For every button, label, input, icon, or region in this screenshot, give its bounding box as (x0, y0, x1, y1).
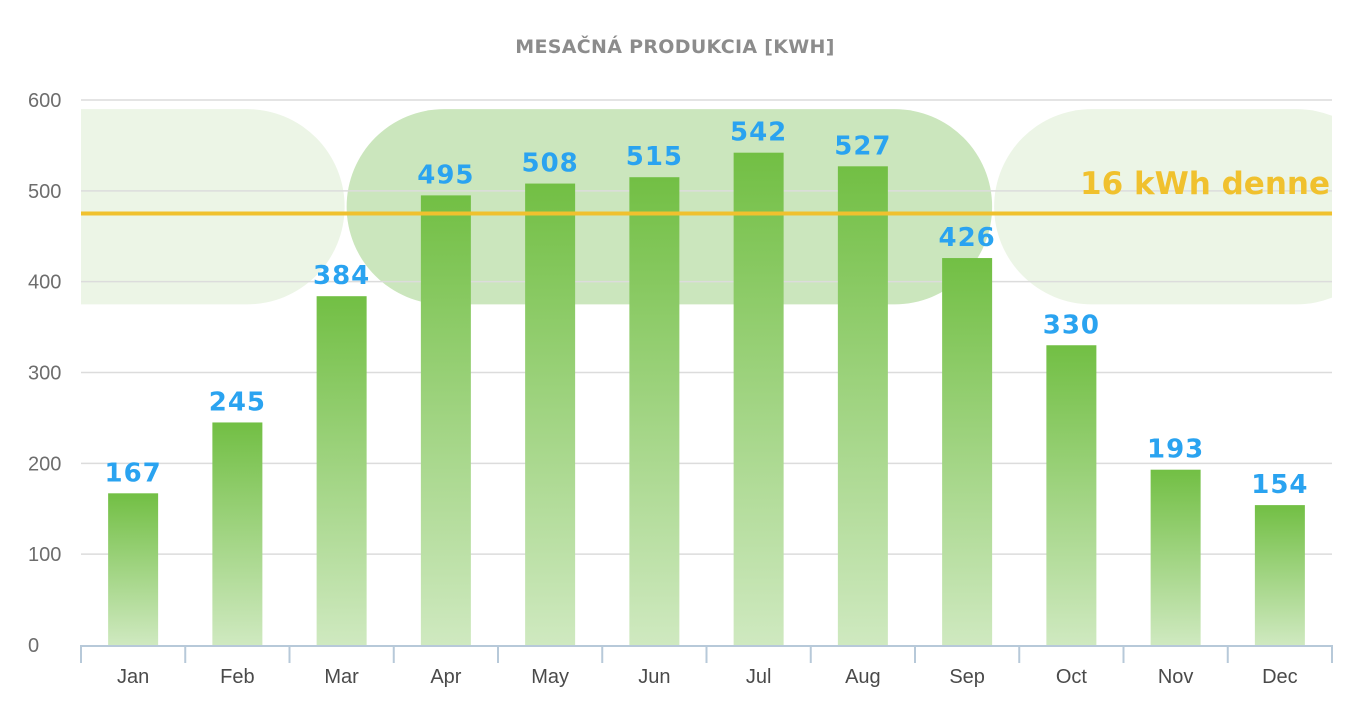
data-label: 495 (417, 160, 474, 190)
gridlines (81, 99, 1332, 555)
y-tick-label: 600 (28, 90, 61, 112)
x-tick-label: Sep (949, 666, 985, 688)
bar-jul (733, 152, 784, 645)
x-tick-label: Aug (845, 666, 881, 688)
data-label: 193 (1147, 435, 1204, 465)
y-tick-label: 100 (28, 544, 61, 566)
bar-nov (1150, 469, 1201, 645)
x-tick-label: Oct (1056, 666, 1088, 688)
bar-mar (316, 296, 367, 645)
x-tick-label: Apr (430, 666, 461, 688)
reference-line-label: 16 kWh denne (1080, 166, 1330, 202)
data-label: 515 (626, 142, 683, 172)
bar-oct (1046, 345, 1097, 645)
y-tick-label: 200 (28, 453, 61, 475)
bar-jan (108, 493, 159, 645)
x-tick-label: Feb (220, 666, 254, 688)
data-label: 330 (1043, 310, 1100, 340)
y-tick-label: 300 (28, 363, 61, 385)
data-label: 245 (209, 387, 266, 417)
y-tick-label: 400 (28, 272, 61, 294)
x-tick-label: Nov (1158, 666, 1194, 688)
data-label: 154 (1251, 470, 1308, 500)
data-labels: 167 245 384 495 508 515 542 527 426 330 193 154 (104, 118, 1308, 500)
data-label: 384 (313, 261, 370, 291)
data-label: 167 (104, 458, 161, 488)
x-tick-label: Jan (117, 666, 149, 688)
bar-sep (942, 258, 993, 645)
data-label: 426 (938, 223, 995, 253)
bar-apr (420, 195, 471, 645)
bar-aug (837, 166, 888, 645)
x-tick-label: Jul (746, 666, 772, 688)
bar-dec (1254, 505, 1305, 645)
y-axis-ticks: 0 100 200 300 400 500 600 (28, 90, 61, 657)
y-tick-label: 500 (28, 181, 61, 203)
highlight-band-left (81, 109, 345, 305)
x-tick-label: Jun (638, 666, 670, 688)
y-tick-label: 0 (28, 635, 39, 657)
data-label: 508 (521, 149, 578, 179)
data-label: 527 (834, 131, 891, 161)
x-tick-label: May (531, 666, 569, 688)
x-tick-label: Dec (1262, 666, 1298, 688)
bar-jun (629, 177, 680, 646)
x-axis: Jan Feb Mar Apr May Jun Jul Aug Sep Oct Nov Dec (80, 645, 1333, 688)
data-label: 542 (730, 118, 787, 148)
bar-may (525, 183, 576, 646)
x-tick-label: Mar (324, 666, 359, 688)
chart-title: MESAČNÁ PRODUKCIA [KWH] (515, 34, 834, 58)
bars (108, 152, 1305, 646)
highlight-band-right (994, 109, 1332, 305)
bar-feb (212, 422, 263, 645)
